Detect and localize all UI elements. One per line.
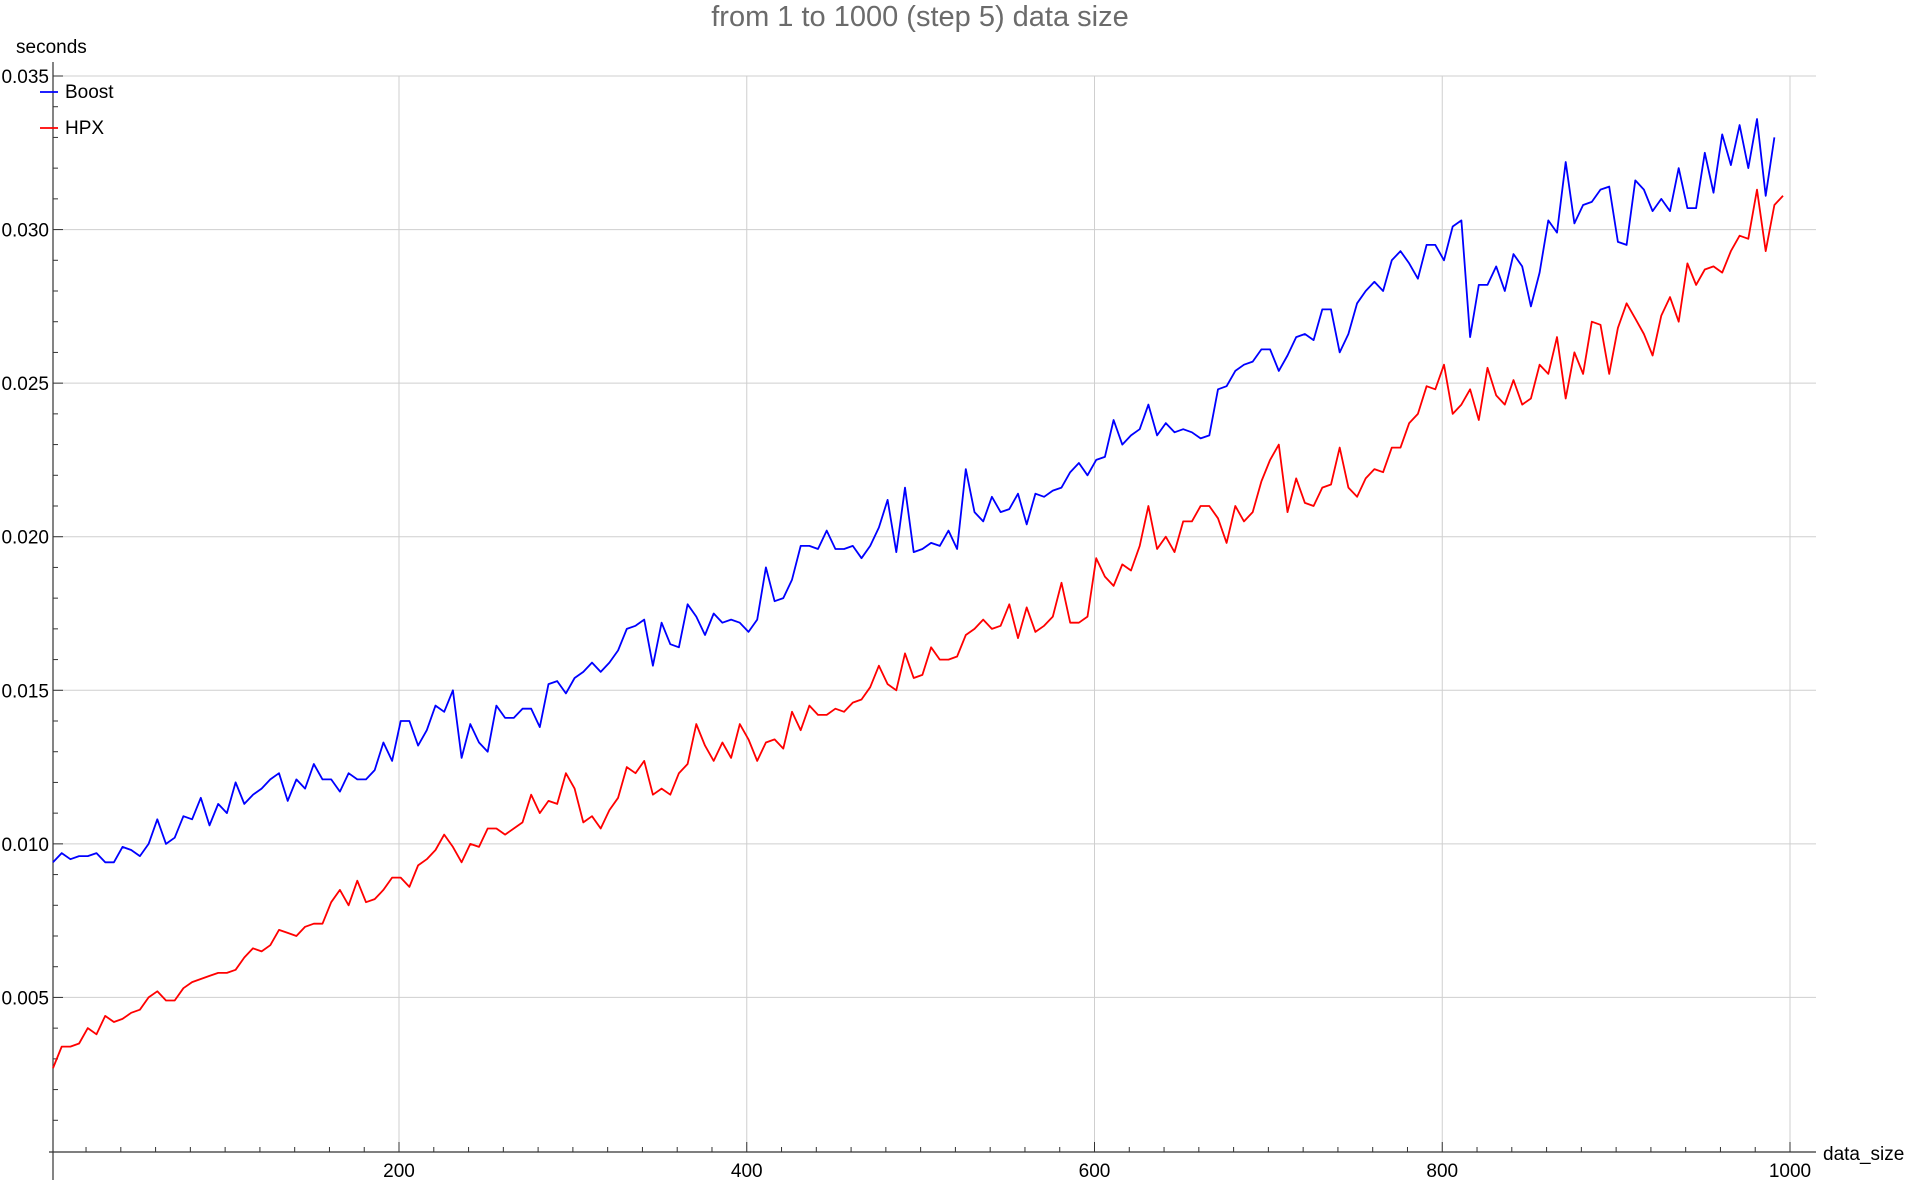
x-tick-label: 200 [383, 1161, 415, 1182]
y-tick-label: 0.030 [1, 221, 49, 242]
chart-title: from 1 to 1000 (step 5) data size [711, 1, 1129, 33]
x-axis-label: data_size [1823, 1144, 1904, 1165]
legend: Boost HPX [40, 82, 114, 139]
x-tick-label: 800 [1426, 1161, 1458, 1182]
series-line-boost [52, 118, 1776, 864]
legend-label-boost: Boost [65, 82, 114, 103]
series-layer [52, 118, 1784, 1069]
x-tick-label: 1000 [1769, 1161, 1811, 1182]
x-tick-label: 400 [731, 1161, 763, 1182]
series-line-hpx [52, 188, 1784, 1069]
gridlines [53, 75, 1816, 1152]
y-tick-label: 0.015 [1, 681, 49, 702]
axes: 0.005 0.010 0.015 0.020 0.025 0.030 0.035 200 40… [1, 62, 1816, 1182]
y-axis-label: seconds [16, 37, 87, 58]
legend-label-hpx: HPX [65, 118, 104, 139]
y-tick-label: 0.020 [1, 528, 49, 549]
y-tick-label: 0.005 [1, 988, 49, 1009]
y-tick-label: 0.035 [1, 67, 49, 88]
y-tick-label: 0.010 [1, 835, 49, 856]
y-tick-label: 0.025 [1, 374, 49, 395]
x-tick-label: 600 [1079, 1161, 1111, 1182]
